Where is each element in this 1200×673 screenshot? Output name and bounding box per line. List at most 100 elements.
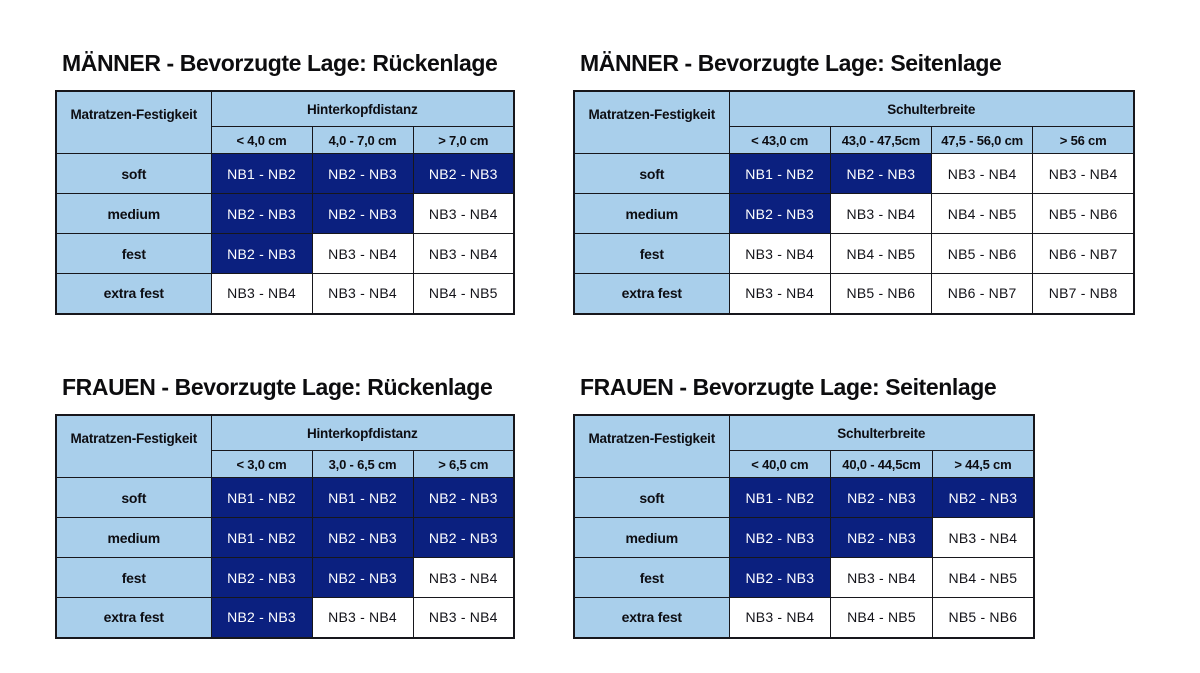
matrix-cell: NB3 - NB4	[311, 273, 414, 314]
row-label: extra fest	[573, 597, 730, 638]
matrix-cell: NB3 - NB4	[412, 557, 515, 598]
matrix-cell-highlighted: NB2 - NB3	[311, 153, 414, 194]
matrix-cell: NB3 - NB4	[412, 597, 515, 638]
matrix-cell-highlighted: NB2 - NB3	[931, 477, 1035, 518]
row-label: soft	[573, 477, 730, 518]
range-header: 4,0 - 7,0 cm	[311, 126, 414, 154]
table-title: FRAUEN - Bevorzugte Lage: Rückenlage	[62, 374, 493, 400]
matrix-cell: NB3 - NB4	[1032, 153, 1135, 194]
group-header: Schulterbreite	[728, 90, 1135, 127]
corner-header: Matratzen-Festigkeit	[573, 90, 730, 154]
corner-header: Matratzen-Festigkeit	[55, 90, 212, 154]
matrix-cell-highlighted: NB2 - NB3	[829, 153, 933, 194]
row-label: extra fest	[55, 597, 212, 638]
range-header: 47,5 - 56,0 cm	[930, 126, 1034, 154]
table-row: medium NB2 - NB3 NB2 - NB3 NB3 - NB4	[55, 193, 515, 234]
matrix-cell: NB4 - NB5	[930, 193, 1034, 234]
matrix-cell-highlighted: NB1 - NB2	[311, 477, 414, 518]
range-header: < 40,0 cm	[728, 450, 832, 478]
row-label: medium	[573, 193, 730, 234]
table-host: Matratzen-Festigkeit Schulterbreite < 43,0…	[573, 90, 1135, 315]
table-row: extra fest NB3 - NB4 NB3 - NB4 NB4 - NB5	[55, 273, 515, 314]
matrix-cell-highlighted: NB2 - NB3	[830, 517, 933, 558]
matrix-cell-highlighted: NB2 - NB3	[728, 557, 832, 598]
matrix-cell: NB6 - NB7	[1032, 233, 1135, 274]
matrix-cell: NB3 - NB4	[931, 517, 1035, 558]
matrix-cell-highlighted: NB2 - NB3	[210, 193, 313, 234]
group-header: Hinterkopfdistanz	[210, 414, 515, 451]
range-header: > 44,5 cm	[931, 450, 1035, 478]
matrix-cell: NB3 - NB4	[830, 557, 933, 598]
table-row: extra fest NB2 - NB3 NB3 - NB4 NB3 - NB4	[55, 597, 515, 638]
matrix-cell: NB4 - NB5	[829, 233, 933, 274]
section-maenner-rueckenlage: MÄNNER - Bevorzugte Lage: Rückenlage Mat…	[55, 50, 515, 315]
table-row: soft NB1 - NB2 NB2 - NB3 NB3 - NB4 NB3 - NB4	[573, 153, 1135, 194]
row-label: extra fest	[55, 273, 212, 314]
table-row: fest NB2 - NB3 NB3 - NB4 NB3 - NB4	[55, 233, 515, 274]
matrix-cell: NB3 - NB4	[829, 193, 933, 234]
group-header: Hinterkopfdistanz	[210, 90, 515, 127]
table-row: medium NB2 - NB3 NB3 - NB4 NB4 - NB5 NB5 - N…	[573, 193, 1135, 234]
matrix-cell-highlighted: NB1 - NB2	[728, 477, 832, 518]
matrix-cell-highlighted: NB1 - NB2	[210, 153, 313, 194]
corner-header: Matratzen-Festigkeit	[573, 414, 730, 478]
table-row: medium NB1 - NB2 NB2 - NB3 NB2 - NB3	[55, 517, 515, 558]
table-row: soft NB1 - NB2 NB1 - NB2 NB2 - NB3	[55, 477, 515, 518]
row-label: medium	[55, 193, 212, 234]
matrix-cell: NB3 - NB4	[311, 597, 414, 638]
matrix-cell: NB5 - NB6	[829, 273, 933, 314]
row-label: fest	[573, 233, 730, 274]
range-header: < 4,0 cm	[210, 126, 313, 154]
matrix-cell: NB3 - NB4	[210, 273, 313, 314]
range-header: 43,0 - 47,5cm	[829, 126, 933, 154]
matrix-cell-highlighted: NB2 - NB3	[311, 193, 414, 234]
matrix-table: Matratzen-Festigkeit Hinterkopfdistanz < 3…	[55, 414, 515, 639]
table-title: MÄNNER - Bevorzugte Lage: Seitenlage	[580, 50, 1002, 76]
matrix-cell-highlighted: NB2 - NB3	[728, 193, 831, 234]
table-row: soft NB1 - NB2 NB2 - NB3 NB2 - NB3	[55, 153, 515, 194]
row-label: fest	[55, 233, 212, 274]
row-label: medium	[573, 517, 730, 558]
row-label: soft	[55, 153, 212, 194]
matrix-cell-highlighted: NB2 - NB3	[412, 153, 515, 194]
matrix-cell-highlighted: NB2 - NB3	[210, 557, 313, 598]
matrix-table: Matratzen-Festigkeit Hinterkopfdistanz < 4…	[55, 90, 515, 315]
group-header: Schulterbreite	[728, 414, 1035, 451]
table-title: MÄNNER - Bevorzugte Lage: Rückenlage	[62, 50, 498, 76]
matrix-cell: NB6 - NB7	[930, 273, 1034, 314]
table-row: fest NB2 - NB3 NB3 - NB4 NB4 - NB5	[573, 557, 1035, 598]
matrix-table: Matratzen-Festigkeit Schulterbreite < 43,0…	[573, 90, 1135, 315]
matrix-cell: NB5 - NB6	[930, 233, 1034, 274]
matrix-cell-highlighted: NB2 - NB3	[728, 517, 832, 558]
range-header: 40,0 - 44,5cm	[830, 450, 933, 478]
row-label: fest	[573, 557, 730, 598]
table-host: Matratzen-Festigkeit Hinterkopfdistanz < 3…	[55, 414, 515, 639]
row-label: fest	[55, 557, 212, 598]
range-header: < 3,0 cm	[210, 450, 313, 478]
matrix-cell-highlighted: NB2 - NB3	[210, 233, 313, 274]
range-header: > 7,0 cm	[412, 126, 515, 154]
matrix-cell-highlighted: NB1 - NB2	[210, 477, 313, 518]
matrix-cell: NB3 - NB4	[728, 273, 831, 314]
matrix-cell: NB3 - NB4	[311, 233, 414, 274]
matrix-cell: NB3 - NB4	[728, 597, 832, 638]
matrix-cell-highlighted: NB2 - NB3	[311, 557, 414, 598]
range-header: 3,0 - 6,5 cm	[311, 450, 414, 478]
matrix-cell-highlighted: NB2 - NB3	[311, 517, 414, 558]
row-label: medium	[55, 517, 212, 558]
table-row: extra fest NB3 - NB4 NB5 - NB6 NB6 - NB7 NB7…	[573, 273, 1135, 314]
matrix-table: Matratzen-Festigkeit Schulterbreite < 40,0…	[573, 414, 1035, 639]
matrix-cell: NB3 - NB4	[412, 233, 515, 274]
table-row: extra fest NB3 - NB4 NB4 - NB5 NB5 - NB6	[573, 597, 1035, 638]
matrix-cell: NB3 - NB4	[728, 233, 831, 274]
corner-header: Matratzen-Festigkeit	[55, 414, 212, 478]
table-row: fest NB2 - NB3 NB2 - NB3 NB3 - NB4	[55, 557, 515, 598]
matrix-cell: NB7 - NB8	[1032, 273, 1135, 314]
matrix-cell: NB4 - NB5	[931, 557, 1035, 598]
matrix-cell: NB4 - NB5	[830, 597, 933, 638]
row-label: soft	[573, 153, 730, 194]
table-row: soft NB1 - NB2 NB2 - NB3 NB2 - NB3	[573, 477, 1035, 518]
section-frauen-seitenlage: FRAUEN - Bevorzugte Lage: Seitenlage Mat…	[573, 374, 1035, 639]
row-label: soft	[55, 477, 212, 518]
matrix-cell: NB3 - NB4	[412, 193, 515, 234]
